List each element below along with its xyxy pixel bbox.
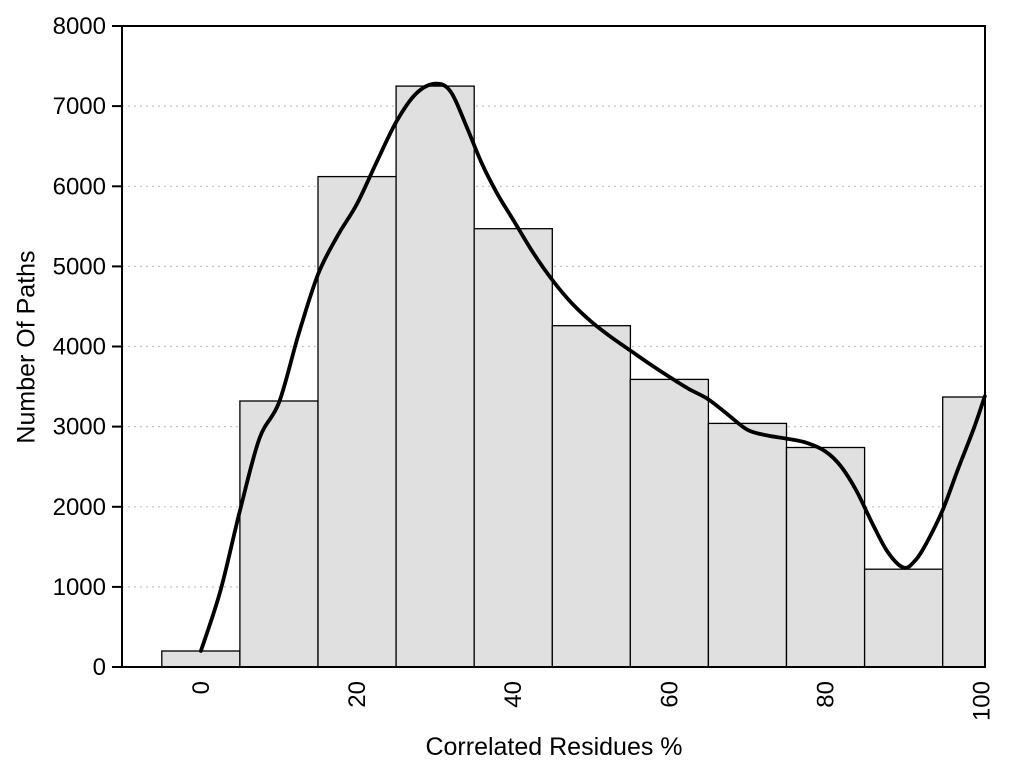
y-tick-label-1000: 1000: [53, 574, 106, 601]
density-curve: [199, 81, 987, 653]
y-tick-label-2000: 2000: [53, 494, 106, 521]
histogram-bar-70: [707, 422, 788, 668]
x-tick-label-20: 20: [344, 681, 371, 708]
histogram-bar-20: [317, 175, 397, 668]
y-tick-label-3000: 3000: [53, 414, 106, 441]
histogram-bar-60: [629, 378, 710, 668]
x-tick-label-80: 80: [813, 681, 840, 708]
histogram-bar-0: [161, 650, 241, 668]
y-tick-label-7000: 7000: [53, 93, 106, 120]
histogram-bar-80: [785, 446, 866, 668]
x-tick-label-60: 60: [656, 681, 683, 708]
y-tick-label-6000: 6000: [53, 173, 106, 200]
y-tick-label-5000: 5000: [53, 253, 106, 280]
histogram-bar-10: [239, 400, 319, 668]
histogram-bar-40: [473, 228, 553, 668]
y-axis-title: Number Of Paths: [12, 250, 41, 444]
y-tick-label-8000: 8000: [53, 13, 106, 40]
histogram-bar-100: [942, 396, 986, 668]
x-axis-title: Correlated Residues %: [425, 733, 683, 761]
histogram-bar-30: [395, 85, 475, 668]
x-tick-label-0: 0: [188, 681, 215, 694]
y-tick-label-4000: 4000: [53, 334, 106, 361]
histogram-bar-90: [863, 568, 944, 668]
histogram-bar-50: [551, 325, 632, 668]
x-tick-label-100: 100: [969, 681, 996, 721]
x-tick-label-40: 40: [500, 681, 527, 708]
y-tick-label-0: 0: [93, 654, 106, 681]
